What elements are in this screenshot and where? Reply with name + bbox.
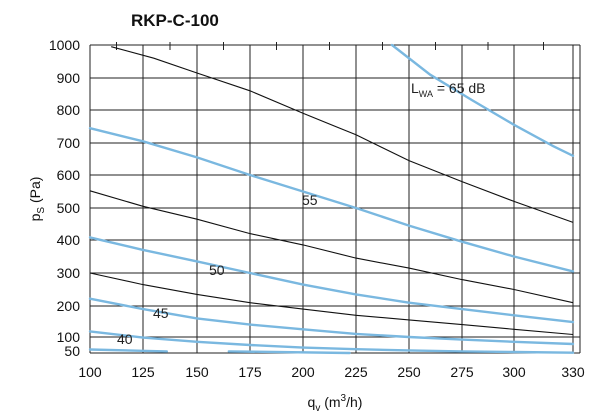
x-tick-label: 175 bbox=[238, 364, 262, 380]
system-curve bbox=[111, 46, 574, 223]
y-tick-label: 600 bbox=[57, 167, 81, 183]
sound-curve bbox=[88, 330, 575, 354]
sound-curve bbox=[88, 297, 575, 346]
sound-curve bbox=[88, 126, 575, 273]
x-tick-label: 300 bbox=[502, 364, 526, 380]
label-40: 40 bbox=[117, 331, 133, 347]
x-tick-labels: 100 125 150 175 200 225 250 275 300 330 bbox=[78, 364, 585, 380]
sound-curves bbox=[88, 43, 575, 355]
system-curves bbox=[89, 46, 574, 336]
chart-title: RKP-C-100 bbox=[131, 11, 219, 30]
y-tick-label: 400 bbox=[57, 232, 81, 248]
label-45: 45 bbox=[153, 305, 169, 321]
x-axis-label: qv (m3/h) bbox=[308, 393, 363, 414]
y-tick-label: 300 bbox=[57, 265, 81, 281]
y-tick-label: 500 bbox=[57, 200, 81, 216]
label-55: 55 bbox=[302, 192, 318, 208]
sound-curve bbox=[227, 350, 351, 355]
y-tick-label: 200 bbox=[57, 298, 81, 314]
y-tick-label: 700 bbox=[57, 135, 81, 151]
x-tick-label: 250 bbox=[397, 364, 421, 380]
x-tick-label: 100 bbox=[78, 364, 102, 380]
system-curve bbox=[89, 190, 574, 304]
x-tick-label: 225 bbox=[344, 364, 368, 380]
y-tick-label: 900 bbox=[57, 70, 81, 86]
x-tick-label: 150 bbox=[185, 364, 209, 380]
x-tick-label: 125 bbox=[131, 364, 155, 380]
y-tick-label: 100 bbox=[57, 329, 81, 345]
x-tick-label: 200 bbox=[291, 364, 315, 380]
curve-labels: LWA = 65 dB 55 50 45 40 bbox=[117, 80, 486, 347]
y-axis-label: pS (Pa) bbox=[27, 177, 47, 222]
sound-curve bbox=[88, 348, 168, 353]
x-tick-label: 330 bbox=[561, 364, 585, 380]
sound-curve bbox=[390, 43, 575, 157]
y-tick-label: 1000 bbox=[49, 37, 80, 53]
label-50: 50 bbox=[209, 262, 225, 278]
y-tick-label: 800 bbox=[57, 102, 81, 118]
y-tick-label: 50 bbox=[64, 343, 80, 359]
system-curve bbox=[89, 272, 574, 336]
x-tick-label: 275 bbox=[450, 364, 474, 380]
sound-curve bbox=[88, 236, 575, 324]
label-lwa-65: LWA = 65 dB bbox=[411, 80, 486, 99]
